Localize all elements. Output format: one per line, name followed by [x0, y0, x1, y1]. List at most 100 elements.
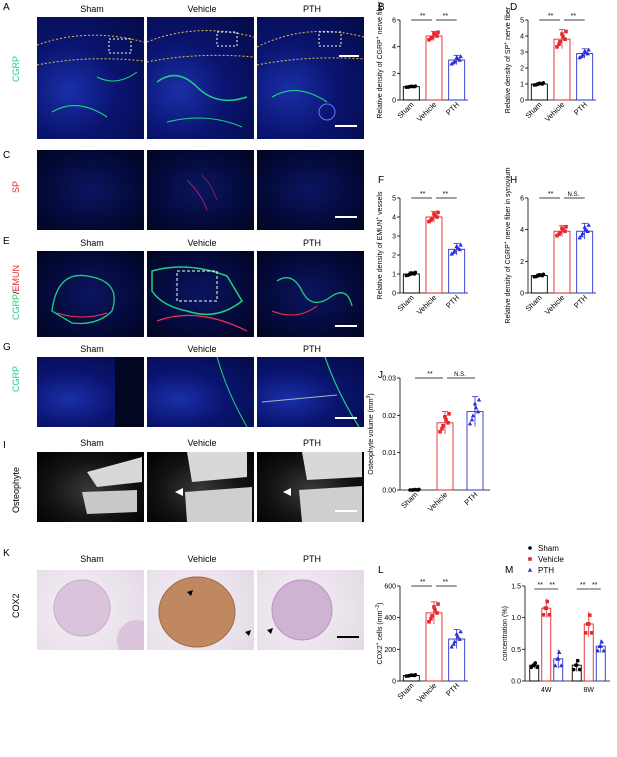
y-tick-label-M-3: 1.5	[511, 584, 521, 591]
point-B-1-4	[429, 36, 433, 41]
y-tick-label-H-1: 2	[520, 259, 524, 266]
image-k-pth	[257, 570, 364, 650]
point-F-0-4	[406, 273, 411, 277]
sig-label-M-0: **	[538, 582, 544, 589]
point-M-1-2-3	[601, 648, 606, 653]
point-L-1-3	[436, 602, 440, 606]
point-L-1-4	[429, 617, 433, 621]
legend-marker-1	[528, 557, 532, 561]
point-M-0-2-2	[557, 649, 562, 654]
point-D-2-6	[582, 48, 587, 53]
sig-label-H-1: N.S.	[567, 192, 579, 198]
point-H-2-0	[577, 235, 582, 240]
x-tick-label-D-2: PTH	[572, 100, 589, 117]
point-H-1-6	[560, 226, 564, 231]
point-F-1-6	[432, 212, 436, 216]
row-label-i: Osteophyte	[11, 466, 21, 513]
image-c-sham	[37, 150, 144, 230]
image-i-pth	[257, 452, 364, 522]
x-tick-label-H-0: Sham	[524, 293, 544, 313]
sig-label-L-1: **	[443, 579, 449, 586]
point-F-2-5	[457, 247, 462, 252]
y-tick-label-B-3: 6	[392, 18, 396, 25]
y-tick-label-F-0: 0	[392, 291, 396, 298]
point-J-0-4	[410, 488, 414, 492]
panel-letter-f: F	[378, 175, 385, 186]
image-g-pth	[257, 357, 364, 427]
y-tick-label-J-3: 0.03	[382, 376, 396, 383]
x-tick-label-B-1: Vehicle	[415, 100, 438, 123]
point-M-1-2-2	[599, 639, 604, 644]
image-a-pth	[257, 17, 364, 139]
point-B-2-4	[451, 60, 456, 65]
point-J-1-2	[444, 418, 448, 422]
image-e-sham	[37, 251, 144, 337]
point-D-2-4	[579, 53, 584, 58]
y-tick-label-L-3: 600	[384, 584, 396, 591]
x-tick-label-F-2: PTH	[444, 293, 461, 310]
point-L-1-6	[432, 605, 436, 609]
bar-H-Vehicle	[553, 230, 571, 294]
point-L-1-0	[427, 619, 431, 624]
y-tick-label-D-5: 5	[520, 18, 524, 25]
y-tick-label-F-2: 2	[392, 253, 396, 260]
x-tick-label-H-2: PTH	[572, 293, 589, 310]
sig-label-J-0: **	[427, 371, 433, 378]
image-i-vehicle	[147, 452, 254, 522]
point-J-2-5	[475, 409, 481, 414]
point-J-1-1	[441, 423, 445, 428]
y-axis-label-F: Relative density of EMUN+ vessels	[375, 191, 384, 299]
point-J-2-3	[476, 397, 482, 402]
y-tick-label-L-2: 400	[384, 615, 396, 622]
y-tick-label-H-0: 0	[520, 291, 524, 298]
point-B-1-3	[436, 30, 440, 35]
point-M-0-1-4	[544, 606, 549, 610]
legend-marker-0	[528, 546, 532, 550]
x-tick-label-J-1: Vehicle	[426, 490, 449, 513]
point-F-2-6	[454, 244, 459, 249]
panel-letter-d: D	[510, 2, 518, 13]
y-tick-label-B-0: 0	[392, 98, 396, 105]
x-tick-label-H-1: Vehicle	[543, 293, 566, 316]
row-label-k: COX2	[11, 593, 21, 618]
point-L-0-6	[409, 673, 414, 677]
col-title-k-vehicle: Vehicle	[187, 554, 217, 564]
col-title-a-vehicle: Vehicle	[187, 4, 217, 14]
point-M-1-2-4	[598, 643, 603, 648]
point-L-0-5	[412, 673, 417, 678]
y-tick-label-B-2: 4	[392, 44, 396, 51]
y-axis-label-L: COX2+ cells (mm−2)	[375, 603, 384, 665]
bar-B-Vehicle	[425, 35, 443, 101]
point-M-0-2-4	[556, 656, 561, 661]
y-tick-label-F-4: 4	[392, 215, 396, 222]
sig-label-M-2: **	[580, 582, 586, 589]
x-tick-label-D-0: Sham	[524, 100, 544, 120]
point-B-2-5	[457, 57, 462, 62]
point-M-1-1-3	[589, 631, 594, 635]
point-H-2-5	[585, 229, 590, 234]
sig-label-J-1: N.S.	[454, 372, 466, 378]
chart-b: 0 2 4 6 Relative density of CGRP+ nerve fibe…	[375, 1, 468, 124]
panel-letter-c: C	[3, 150, 11, 161]
point-D-1-3	[564, 29, 568, 34]
point-M-1-1-2	[587, 613, 592, 617]
col-title-g-sham: Sham	[80, 344, 104, 354]
y-tick-label-H-3: 6	[520, 196, 524, 203]
panel-letter-i: I	[3, 440, 6, 451]
panel-letter-m: M	[505, 565, 514, 576]
col-title-g-vehicle: Vehicle	[187, 344, 217, 354]
point-B-0-6	[409, 84, 414, 89]
image-a-vehicle	[147, 17, 254, 139]
row-label-g: CGRP	[11, 365, 21, 392]
legend-label-2: PTH	[538, 566, 554, 575]
point-H-1-0	[555, 233, 559, 238]
point-J-2-2	[473, 405, 479, 410]
col-title-e-sham: Sham	[80, 238, 104, 248]
bar-B-PTH	[448, 59, 466, 101]
x-tick-label-F-1: Vehicle	[415, 293, 438, 316]
sig-label-M-3: **	[592, 582, 598, 589]
point-L-2-0	[449, 644, 454, 649]
point-L-2-3	[458, 629, 463, 634]
point-D-1-4	[557, 42, 561, 47]
point-J-2-4	[469, 417, 475, 422]
